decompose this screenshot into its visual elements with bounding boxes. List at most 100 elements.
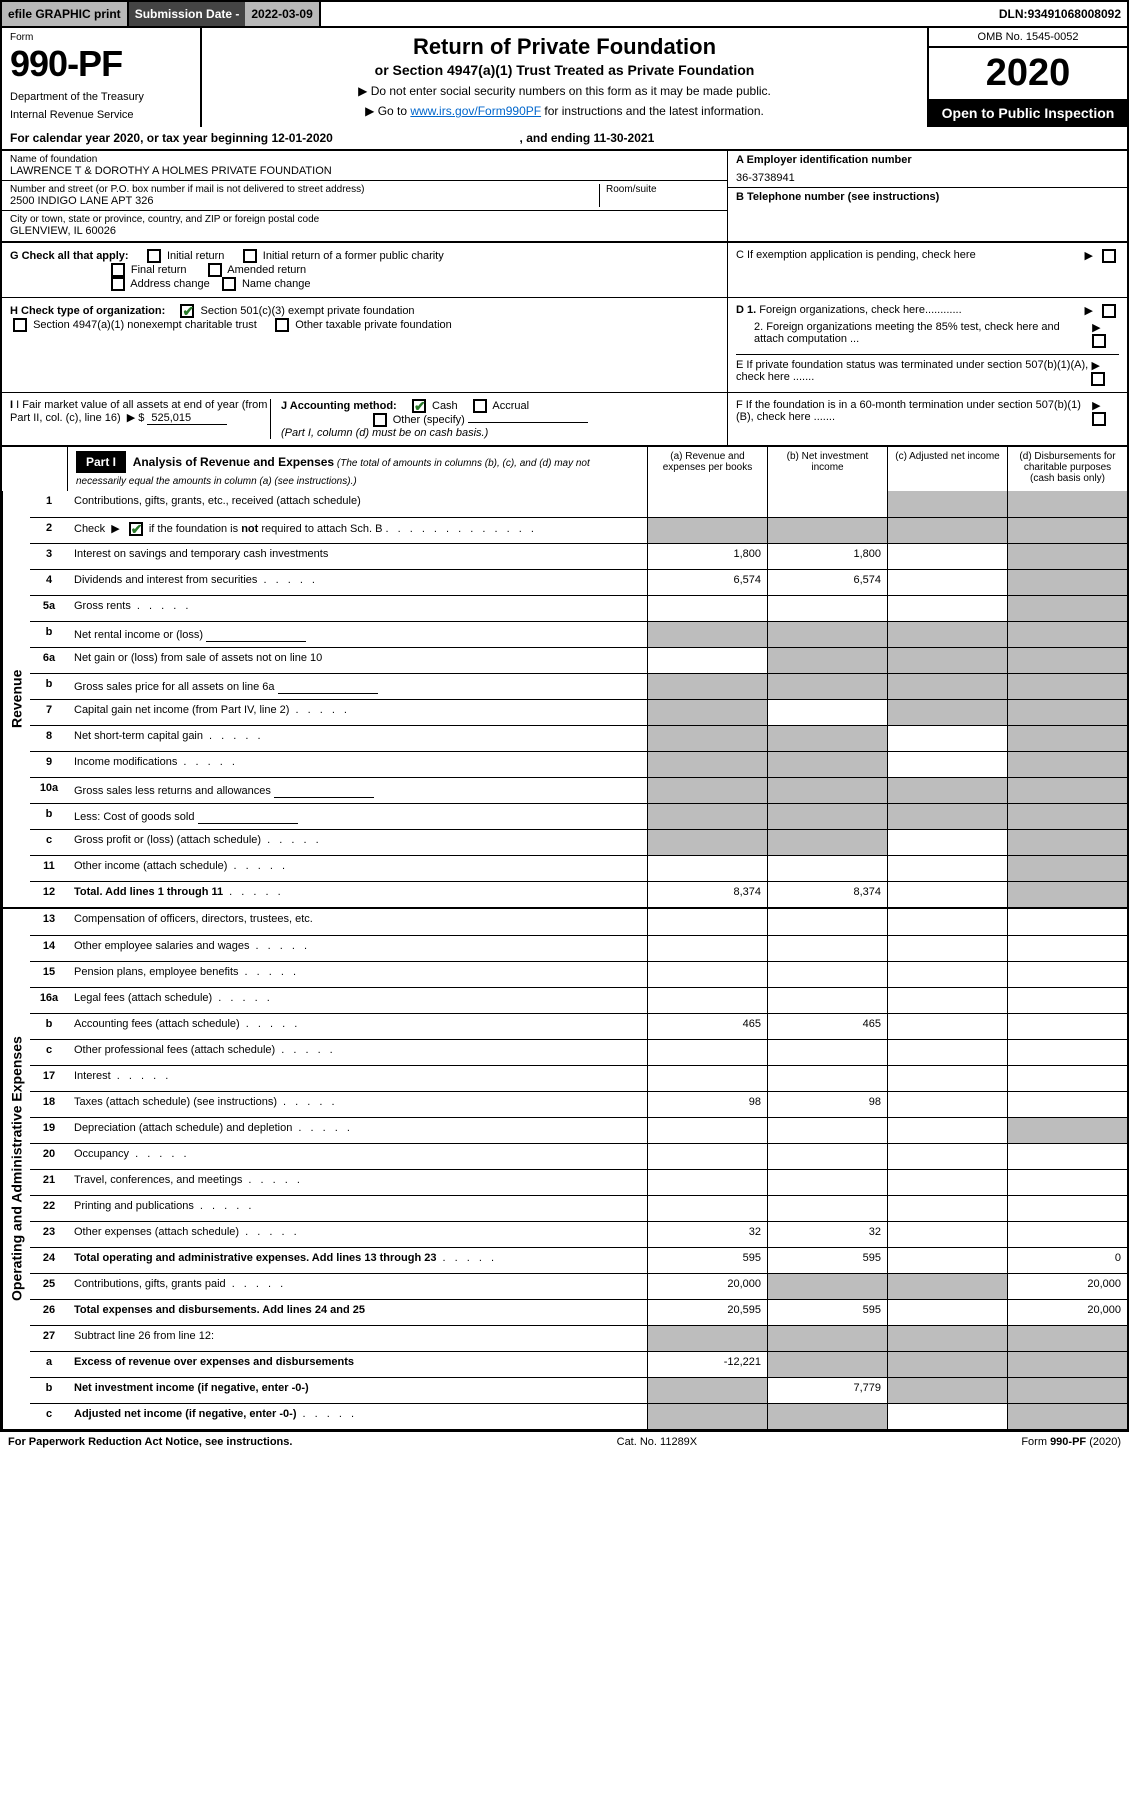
cell-c [887, 752, 1007, 777]
cell-b [767, 778, 887, 803]
cell-b [767, 648, 887, 673]
submission-date-value: 2022-03-09 [245, 2, 320, 26]
name-change-checkbox[interactable] [222, 277, 236, 291]
table-row: 4Dividends and interest from securities6… [30, 569, 1127, 595]
cell-c [887, 1066, 1007, 1091]
line-desc: Capital gain net income (from Part IV, l… [68, 700, 647, 725]
501c3-checkbox[interactable] [180, 304, 194, 318]
cell-c [887, 518, 1007, 543]
table-row: bNet investment income (if negative, ent… [30, 1377, 1127, 1403]
line-number: 15 [30, 962, 68, 987]
f-checkbox[interactable] [1092, 412, 1106, 426]
sub-input[interactable] [206, 626, 306, 642]
cell-d [1007, 962, 1127, 987]
cell-a: 8,374 [647, 882, 767, 907]
line-number: 21 [30, 1170, 68, 1195]
cell-d [1007, 778, 1127, 803]
c-checkbox[interactable] [1102, 249, 1116, 263]
schb-checkbox[interactable] [129, 522, 143, 536]
e-label: E If private foundation status was termi… [736, 359, 1088, 383]
h-opt-1: Section 501(c)(3) exempt private foundat… [201, 305, 415, 317]
cell-a [647, 988, 767, 1013]
initial-former-checkbox[interactable] [243, 249, 257, 263]
cell-b [767, 962, 887, 987]
cell-a [647, 1404, 767, 1429]
amended-return-checkbox[interactable] [208, 263, 222, 277]
table-row: 21Travel, conferences, and meetings [30, 1169, 1127, 1195]
arrow-icon [127, 411, 135, 424]
instr2-pre: ▶ Go to [365, 104, 410, 118]
line-number: 26 [30, 1300, 68, 1325]
e-checkbox[interactable] [1091, 372, 1105, 386]
cell-b: 595 [767, 1248, 887, 1273]
sub-input[interactable] [198, 808, 298, 824]
cell-a [647, 1378, 767, 1403]
sub-input[interactable] [278, 678, 378, 694]
other-method-checkbox[interactable] [373, 413, 387, 427]
line-number: 23 [30, 1222, 68, 1247]
table-row: 11Other income (attach schedule) [30, 855, 1127, 881]
cell-c [887, 648, 1007, 673]
line-desc: Contributions, gifts, grants, etc., rece… [68, 491, 647, 517]
dept-irs: Internal Revenue Service [10, 109, 192, 121]
cell-d [1007, 1222, 1127, 1247]
cell-c [887, 1404, 1007, 1429]
table-row: 10aGross sales less returns and allowanc… [30, 777, 1127, 803]
cell-a [647, 752, 767, 777]
initial-return-checkbox[interactable] [147, 249, 161, 263]
arrow-icon [1084, 249, 1092, 262]
cal-pre: For calendar year 2020, or tax year begi… [10, 131, 271, 145]
accrual-checkbox[interactable] [473, 399, 487, 413]
line-number: 4 [30, 570, 68, 595]
line-number: b [30, 622, 68, 647]
entity-info: Name of foundation LAWRENCE T & DOROTHY … [0, 151, 1129, 243]
cell-b [767, 674, 887, 699]
cell-b [767, 909, 887, 935]
d2-checkbox[interactable] [1092, 334, 1106, 348]
line-desc: Gross profit or (loss) (attach schedule) [68, 830, 647, 855]
g-opt-0: Initial return [167, 250, 224, 262]
tax-year: 2020 [929, 48, 1127, 99]
efile-print-button[interactable]: efile GRAPHIC print [2, 2, 129, 26]
table-row: 22Printing and publications [30, 1195, 1127, 1221]
cell-c [887, 1352, 1007, 1377]
cell-b [767, 596, 887, 621]
cell-c [887, 674, 1007, 699]
j-other: Other (specify) [393, 414, 465, 426]
line-desc: Printing and publications [68, 1196, 647, 1221]
dln: DLN: 93491068008092 [993, 2, 1127, 26]
omb-number: OMB No. 1545-0052 [929, 28, 1127, 48]
line-number: 27 [30, 1326, 68, 1351]
year-block: OMB No. 1545-0052 2020 Open to Public In… [927, 28, 1127, 127]
room-label: Room/suite [606, 184, 719, 195]
line-number: 14 [30, 936, 68, 961]
irs-link[interactable]: www.irs.gov/Form990PF [410, 104, 541, 118]
table-row: 14Other employee salaries and wages [30, 935, 1127, 961]
address-change-checkbox[interactable] [111, 277, 125, 291]
cell-d [1007, 1170, 1127, 1195]
part1-title: Analysis of Revenue and Expenses [133, 455, 334, 469]
cell-b [767, 491, 887, 517]
g-opt-4: Address change [130, 278, 210, 290]
city-state-zip: GLENVIEW, IL 60026 [10, 225, 719, 237]
cell-b [767, 856, 887, 881]
footer-mid: Cat. No. 11289X [617, 1436, 698, 1448]
cell-d [1007, 882, 1127, 907]
sub-input[interactable] [274, 782, 374, 798]
line-desc: Excess of revenue over expenses and disb… [68, 1352, 647, 1377]
cell-c [887, 544, 1007, 569]
d1-checkbox[interactable] [1102, 304, 1116, 318]
cell-b [767, 988, 887, 1013]
4947-checkbox[interactable] [13, 318, 27, 332]
g-opt-2: Final return [131, 264, 187, 276]
cell-c [887, 1274, 1007, 1299]
final-return-checkbox[interactable] [111, 263, 125, 277]
cell-a [647, 936, 767, 961]
other-taxable-checkbox[interactable] [275, 318, 289, 332]
cell-d [1007, 1066, 1127, 1091]
cell-d [1007, 804, 1127, 829]
cell-b [767, 1352, 887, 1377]
cash-checkbox[interactable] [412, 399, 426, 413]
cell-a: -12,221 [647, 1352, 767, 1377]
g-opt-3: Amended return [227, 264, 306, 276]
